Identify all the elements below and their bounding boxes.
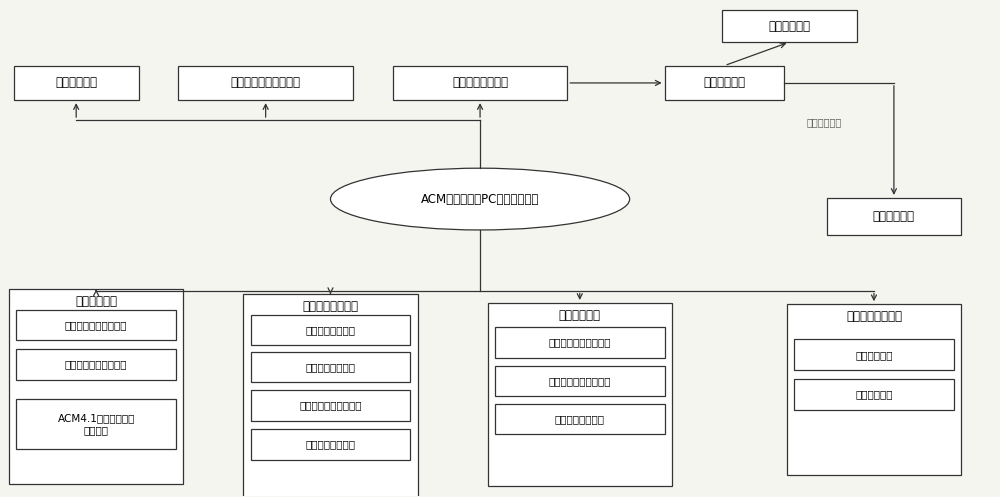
FancyBboxPatch shape	[16, 399, 176, 449]
Text: 分析报告模板定制单元: 分析报告模板定制单元	[549, 337, 611, 347]
FancyBboxPatch shape	[251, 429, 410, 460]
Text: 网络数据保护单元: 网络数据保护单元	[846, 310, 902, 323]
Text: 无线信号传输: 无线信号传输	[806, 117, 842, 127]
FancyBboxPatch shape	[488, 303, 672, 486]
Text: 分析报告模块: 分析报告模块	[559, 309, 601, 322]
Text: 检测任务配置单元: 检测任务配置单元	[305, 325, 355, 335]
FancyBboxPatch shape	[16, 310, 176, 340]
Text: 检测流程控制模块: 检测流程控制模块	[302, 300, 358, 313]
Text: ACM检测系统（PC端控制软件）: ACM检测系统（PC端控制软件）	[421, 192, 539, 206]
Text: 分析报告管理单元: 分析报告管理单元	[555, 414, 605, 424]
FancyBboxPatch shape	[251, 315, 410, 345]
FancyBboxPatch shape	[794, 379, 954, 410]
Text: 网络切换模块: 网络切换模块	[855, 389, 893, 399]
FancyBboxPatch shape	[14, 66, 139, 100]
FancyBboxPatch shape	[495, 404, 665, 434]
Text: 检测任务登记单元: 检测任务登记单元	[305, 362, 355, 372]
Text: 检测流程向导指示单元: 检测流程向导指示单元	[299, 401, 362, 411]
Text: 用户移动终端: 用户移动终端	[873, 210, 915, 223]
FancyBboxPatch shape	[243, 294, 418, 497]
FancyBboxPatch shape	[827, 198, 961, 235]
Text: 网络检测模块: 网络检测模块	[855, 350, 893, 360]
Text: 系统配置模块: 系统配置模块	[55, 77, 97, 89]
Text: 分析报告内容生成单元: 分析报告内容生成单元	[549, 376, 611, 386]
FancyBboxPatch shape	[722, 10, 857, 42]
FancyBboxPatch shape	[495, 327, 665, 358]
Text: 对比反馈模块: 对比反馈模块	[703, 77, 745, 89]
FancyBboxPatch shape	[178, 66, 353, 100]
Text: 检测信号模拟控制单元: 检测信号模拟控制单元	[65, 320, 127, 330]
FancyBboxPatch shape	[251, 352, 410, 382]
Text: 警报提示模块: 警报提示模块	[768, 19, 810, 33]
FancyBboxPatch shape	[665, 66, 784, 100]
Text: 通信控制模块: 通信控制模块	[75, 295, 117, 308]
FancyBboxPatch shape	[794, 339, 954, 370]
FancyBboxPatch shape	[495, 366, 665, 396]
FancyBboxPatch shape	[393, 66, 567, 100]
Ellipse shape	[330, 168, 630, 230]
Text: ACM4.1固井控制系统
通信单元: ACM4.1固井控制系统 通信单元	[57, 413, 135, 435]
FancyBboxPatch shape	[9, 289, 183, 485]
Text: 历史数据管理模块: 历史数据管理模块	[452, 77, 508, 89]
FancyBboxPatch shape	[251, 390, 410, 421]
FancyBboxPatch shape	[16, 349, 176, 380]
Text: 控制响应逻辑算法模块: 控制响应逻辑算法模块	[231, 77, 301, 89]
FancyBboxPatch shape	[787, 304, 961, 475]
Text: 控制信号模拟控制单元: 控制信号模拟控制单元	[65, 360, 127, 370]
Text: 检测数据显示单元: 检测数据显示单元	[305, 439, 355, 449]
